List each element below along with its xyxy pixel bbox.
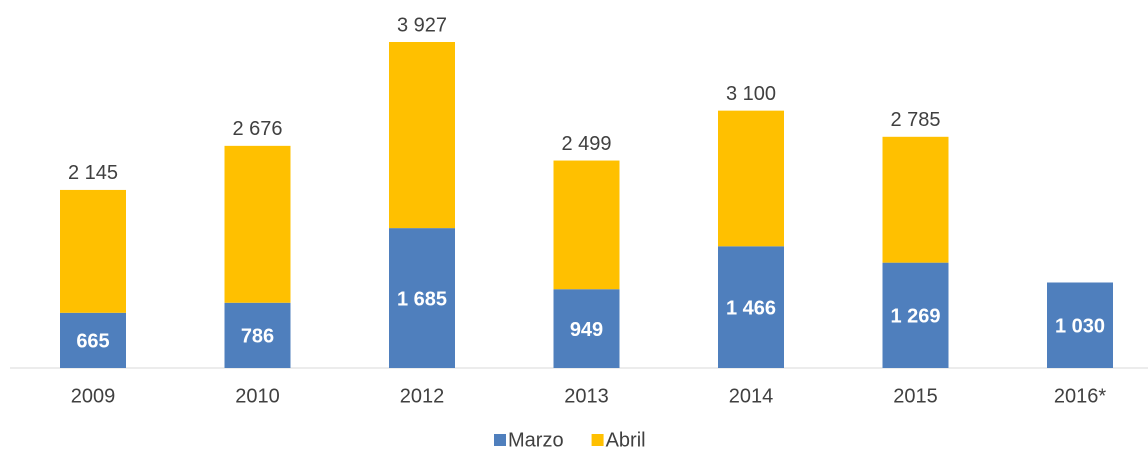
bar-segment [60,189,126,313]
value-label: 1 685 [397,288,447,310]
value-label: 949 [570,319,603,341]
x-tick-label: 2016* [1054,385,1106,407]
legend-swatch [591,434,604,446]
bar-segment [718,246,784,368]
bar-segment [60,312,126,368]
x-tick-label: 2012 [400,385,445,407]
bar-segment [718,110,784,247]
bar-segment [553,160,620,290]
bar-segment [882,136,949,263]
x-tick-label: 2013 [564,385,609,407]
value-label: 1 030 [1055,316,1105,338]
bar-segment [389,42,455,229]
x-tick-label: 2015 [893,385,938,407]
value-label: 1 269 [890,306,940,328]
legend-label: Marzo [508,429,564,451]
x-tick-label: 2014 [729,385,774,407]
total-label: 2 499 [561,133,611,155]
total-label: 3 927 [397,14,447,36]
legend-label: Abril [606,429,646,451]
value-label: 1 466 [726,297,776,319]
legend-swatch [494,434,506,446]
total-label: 2 785 [890,109,940,131]
bar-segment [882,262,949,368]
x-tick-label: 2010 [235,385,280,407]
bar-segment [224,145,291,303]
x-tick-label: 2009 [71,385,116,407]
bar-segment [389,228,455,368]
total-label: 2 676 [232,118,282,140]
bar-segment [224,302,291,368]
total-label: 2 145 [68,162,118,184]
total-label: 3 100 [726,83,776,105]
value-label: 665 [76,331,109,353]
bar-segment [1047,282,1113,368]
value-label: 786 [241,326,274,348]
bar-segment [553,289,620,368]
